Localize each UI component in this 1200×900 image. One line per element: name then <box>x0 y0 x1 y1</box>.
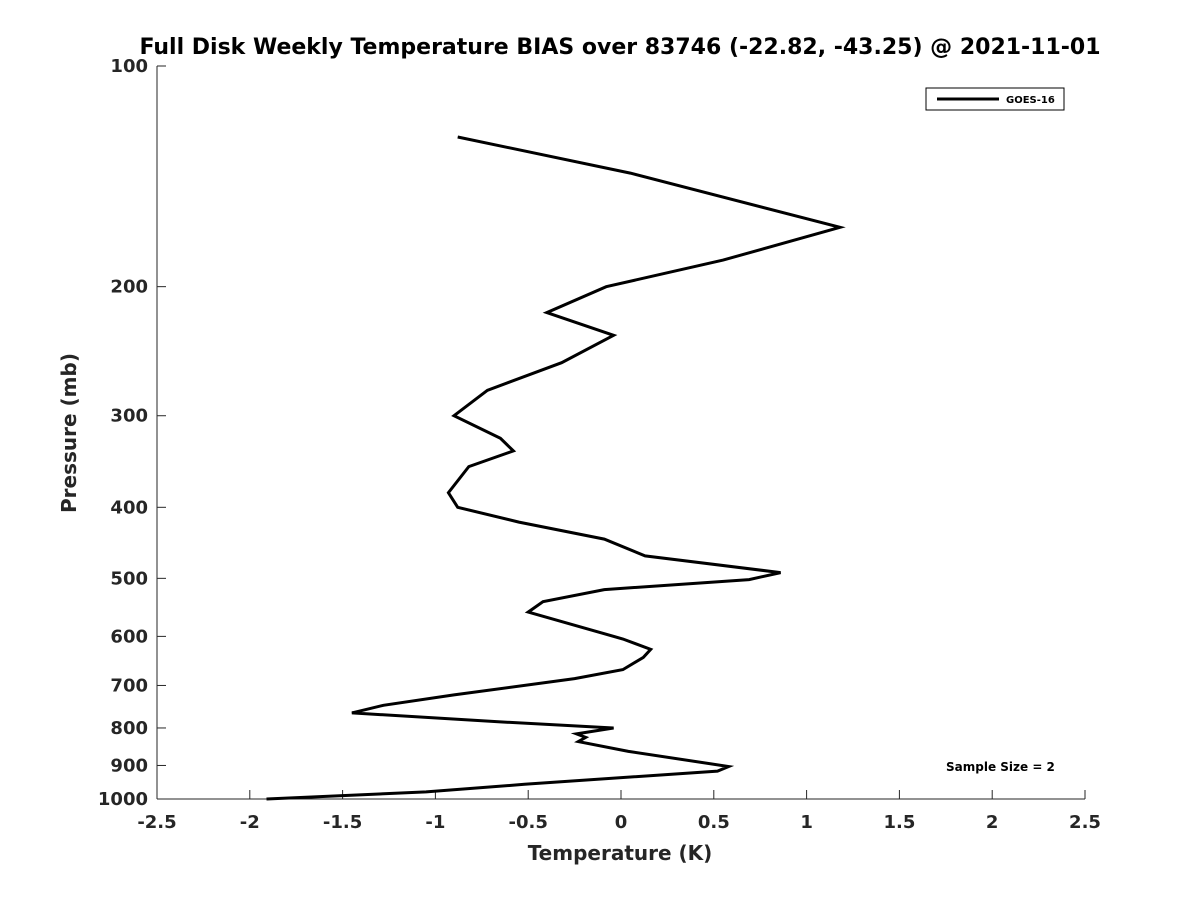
x-tick-label: 0.5 <box>698 812 730 833</box>
legend: GOES-16 <box>925 87 1065 111</box>
series-layer <box>266 135 846 801</box>
legend-label-goes-16: GOES-16 <box>1006 95 1055 106</box>
x-axis-label: Temperature (K) <box>528 841 713 865</box>
y-tick-label: 600 <box>110 626 148 647</box>
y-tick-label: 100 <box>110 56 148 77</box>
y-axis-ticks: 100 200 300 400 500 600 700 800 900 1000 <box>98 56 166 810</box>
x-tick-label: 0 <box>615 812 628 833</box>
x-tick-label: -1 <box>425 812 445 833</box>
x-tick-label: -2.5 <box>137 812 176 833</box>
y-tick-label: 400 <box>110 497 148 518</box>
y-tick-label: 300 <box>110 406 148 427</box>
x-tick-label: -2 <box>240 812 260 833</box>
y-axis-label: Pressure (mb) <box>57 353 81 513</box>
sample-size-annotation: Sample Size = 2 <box>946 760 1055 774</box>
x-tick-label: 2.5 <box>1069 812 1101 833</box>
y-tick-label: 700 <box>110 675 148 696</box>
x-tick-label: 1.5 <box>883 812 915 833</box>
x-tick-label: -1.5 <box>323 812 362 833</box>
series-line-goes-16 <box>266 135 846 801</box>
y-tick-label: 900 <box>110 755 148 776</box>
y-tick-label: 800 <box>110 718 148 739</box>
chart-title: Full Disk Weekly Temperature BIAS over 8… <box>139 35 1100 60</box>
x-axis-ticks: -2.5 -2 -1.5 -1 -0.5 0 0.5 1 1.5 2 2.5 <box>137 790 1101 833</box>
y-tick-label: 500 <box>110 568 148 589</box>
y-tick-label: 200 <box>110 277 148 298</box>
x-tick-label: 2 <box>986 812 999 833</box>
y-tick-label: 1000 <box>98 789 148 810</box>
axes <box>156 66 1085 800</box>
x-tick-label: 1 <box>800 812 813 833</box>
x-tick-label: -0.5 <box>509 812 548 833</box>
